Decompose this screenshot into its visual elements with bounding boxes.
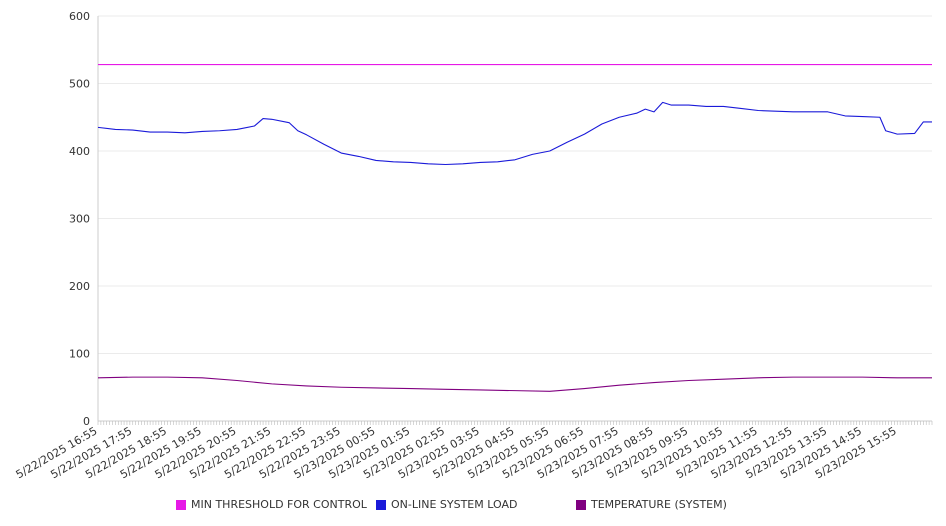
y-tick-label: 0 (83, 415, 90, 428)
legend-swatch-temperature (576, 499, 586, 510)
legend-item-temperature: TEMPERATURE (SYSTEM) (576, 498, 727, 511)
gridlines (98, 15, 932, 354)
x-axis-ticks: 5/22/2025 16:555/22/2025 17:555/22/2025 … (14, 424, 899, 481)
legend-item-system-load: ON-LINE SYSTEM LOAD (376, 498, 517, 511)
y-tick-label: 200 (69, 280, 90, 293)
axes (97, 16, 933, 425)
legend-item-min-threshold: MIN THRESHOLD FOR CONTROL (176, 498, 367, 511)
y-tick-label: 500 (69, 78, 90, 91)
series-lines (97, 64, 932, 392)
series-line-on-line-system-load (97, 101, 932, 166)
legend-label-system-load: ON-LINE SYSTEM LOAD (391, 498, 518, 511)
y-tick-label: 100 (69, 348, 90, 361)
series-line-temperature-system (97, 376, 932, 392)
legend-swatch-system-load (376, 499, 386, 510)
legend-swatch-min-threshold (176, 499, 186, 510)
y-tick-label: 300 (69, 213, 90, 226)
legend-label-temperature: TEMPERATURE (SYSTEM) (591, 498, 727, 511)
y-axis-ticks: 0 100 200 300 400 500 600 (69, 10, 90, 428)
legend: MIN THRESHOLD FOR CONTROL ON-LINE SYSTEM… (0, 498, 946, 514)
legend-label-min-threshold: MIN THRESHOLD FOR CONTROL (191, 498, 367, 511)
y-tick-label: 400 (69, 145, 90, 158)
y-tick-label: 600 (69, 10, 90, 23)
